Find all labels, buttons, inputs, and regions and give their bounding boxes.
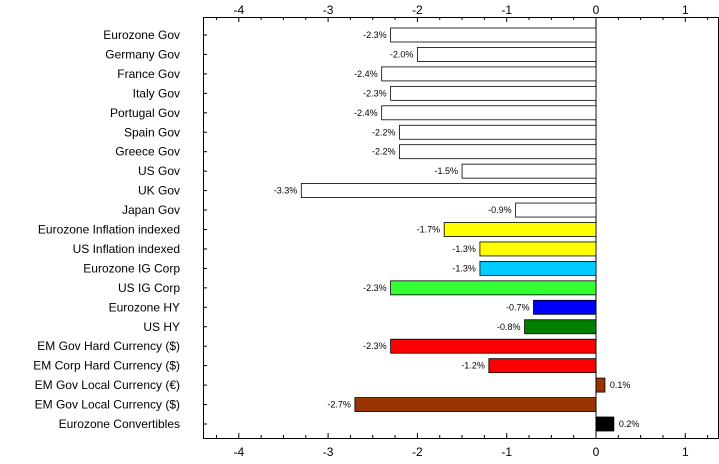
category-label: EM Gov Local Currency (€) [35,378,180,392]
data-label: -1.2% [461,361,485,371]
bottom-tick-label: -3 [323,445,334,459]
bar [399,124,597,140]
data-label: -2.3% [363,88,387,98]
data-label: -2.4% [354,69,378,79]
category-label: Greece Gov [115,145,180,159]
bar [479,241,597,257]
data-label: -2.3% [363,30,387,40]
category-label: EM Gov Hard Currency ($) [37,339,180,353]
bottom-tick-label: -4 [233,445,244,459]
bar [443,222,597,237]
category-label: Eurozone Inflation indexed [38,223,180,237]
bar [390,85,597,101]
bar [381,66,597,82]
bar [300,183,597,199]
category-label: US HY [143,320,180,334]
bar [488,358,597,374]
bottom-tick-label: -1 [501,445,512,459]
data-label: -1.3% [452,244,476,254]
bottom-tick-label: -2 [412,445,423,459]
category-label: France Gov [117,67,180,81]
top-tick-label: -2 [412,3,423,17]
bar [390,280,597,296]
category-label: EM Corp Hard Currency ($) [33,359,180,373]
bar [416,47,597,62]
bar [595,416,615,432]
category-label: Portugal Gov [110,106,180,120]
data-label: -2.3% [363,341,387,351]
data-label: -2.4% [354,108,378,118]
data-label: -2.2% [372,127,396,137]
data-label: -2.0% [390,49,414,59]
category-label: US Gov [138,164,180,178]
bar [399,144,597,160]
bottom-tick-label: 1 [682,445,689,459]
data-label: -0.8% [497,322,521,332]
category-label: Italy Gov [133,86,180,100]
top-tick-label: -1 [501,3,512,17]
bar [533,299,597,315]
category-label: Eurozone IG Corp [83,261,180,275]
bar [381,105,597,121]
bar [390,338,597,354]
data-label: -1.3% [452,263,476,273]
data-label: -0.9% [488,205,512,215]
top-tick-label: -4 [233,3,244,17]
bar [524,319,597,335]
data-label: -1.7% [417,225,441,235]
bar [595,377,606,393]
top-tick-label: 1 [682,3,689,17]
category-label: Eurozone Convertibles [59,417,180,431]
category-label: UK Gov [138,184,180,198]
top-tick-label: 0 [593,3,600,17]
category-label: Japan Gov [122,203,180,217]
category-label: US Inflation indexed [73,242,180,256]
category-label: Spain Gov [124,125,180,139]
top-tick-label: -3 [323,3,334,17]
category-label: Eurozone Gov [103,28,180,42]
category-label: US IG Corp [118,281,180,295]
data-label: -2.3% [363,283,387,293]
bar [479,260,597,276]
bar [461,163,597,179]
category-label: Eurozone HY [109,300,180,314]
data-label: -1.5% [435,166,459,176]
data-label: 0.2% [619,419,640,429]
bottom-tick-label: 0 [593,445,600,459]
category-label: Germany Gov [105,47,180,61]
data-label: 0.1% [610,380,631,390]
data-label: -2.7% [327,400,351,410]
bar [515,202,597,218]
data-label: -0.7% [506,302,530,312]
bar [354,397,597,412]
bar [390,27,597,43]
category-label: EM Gov Local Currency ($) [35,398,180,412]
data-label: -3.3% [274,186,298,196]
data-label: -2.2% [372,147,396,157]
